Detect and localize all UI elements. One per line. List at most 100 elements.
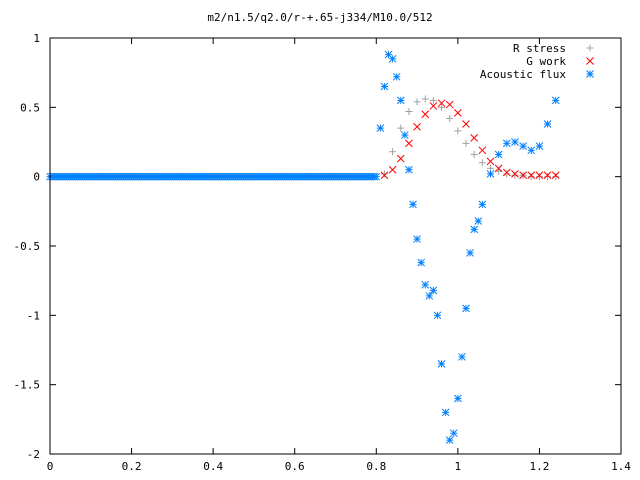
data-point (527, 173, 535, 181)
data-point (552, 173, 560, 181)
data-point (502, 139, 511, 148)
data-point (388, 165, 397, 174)
data-point (527, 146, 536, 155)
data-point (400, 131, 409, 139)
data-point (438, 103, 446, 111)
legend-marker (586, 57, 594, 65)
data-point (454, 127, 462, 135)
data-point (392, 72, 401, 81)
data-point (429, 96, 437, 104)
data-point (413, 98, 421, 106)
data-point (429, 102, 438, 110)
y-tick-label: 0 (33, 171, 40, 184)
data-point (429, 286, 438, 295)
data-point (503, 170, 511, 178)
data-point (470, 133, 479, 142)
data-point (535, 173, 543, 181)
data-point (511, 171, 519, 179)
series-1 (380, 99, 560, 180)
y-tick-label: 0.5 (20, 101, 40, 114)
data-point (421, 110, 430, 119)
data-point (551, 171, 560, 180)
data-point (462, 139, 470, 147)
data-point (372, 172, 381, 181)
legend-label: Acoustic flux (480, 68, 566, 81)
data-point (437, 99, 446, 108)
data-point (544, 173, 552, 181)
data-point (449, 429, 458, 438)
data-point (474, 217, 483, 225)
y-tick-label: -1 (27, 309, 40, 322)
data-point (437, 360, 446, 368)
data-point (494, 164, 503, 173)
data-point (519, 171, 527, 180)
data-point (409, 200, 417, 209)
data-point (445, 100, 454, 109)
data-point (441, 408, 450, 417)
data-point (425, 292, 434, 300)
x-tick-label: 0.4 (203, 460, 223, 473)
series-layer (46, 50, 560, 444)
data-point (413, 122, 421, 131)
series-2 (46, 50, 560, 444)
data-point (462, 304, 470, 313)
data-point (543, 171, 552, 180)
data-point (417, 258, 426, 267)
data-point (446, 114, 454, 122)
data-point (535, 142, 544, 151)
plot-frame (49, 37, 622, 455)
data-point (511, 138, 519, 146)
chart-title: m2/n1.5/q2.0/r-+.65-j334/M10.0/512 (207, 11, 432, 24)
x-tick-label: 1 (455, 460, 462, 473)
data-point (462, 120, 470, 128)
data-point (519, 142, 527, 151)
data-point (551, 96, 560, 105)
data-point (478, 200, 487, 209)
x-tick-label: 0 (47, 460, 54, 473)
y-tick-label: 1 (33, 32, 40, 45)
x-tick-label: 0.8 (366, 460, 386, 473)
data-point (389, 148, 397, 156)
data-point (458, 353, 466, 361)
data-point (466, 249, 474, 257)
data-point (478, 146, 487, 155)
data-point (486, 170, 495, 178)
data-point (421, 280, 430, 289)
data-point (470, 150, 478, 158)
data-point (376, 124, 385, 132)
data-point (405, 139, 413, 148)
data-point (405, 107, 413, 115)
data-point (396, 96, 405, 105)
series-0 (380, 95, 560, 181)
data-point (445, 436, 454, 444)
data-point (397, 124, 405, 132)
x-tick-label: 0.2 (122, 460, 142, 473)
data-point (470, 225, 479, 234)
legend-label: G work (526, 55, 566, 68)
data-point (502, 168, 511, 177)
data-point (527, 171, 536, 180)
data-point (543, 120, 552, 128)
axis-ticks: 0 0.2 0.4 0.6 0.8 1 1.2 1.4 1 0.5 0 -0.5 -1 -1.5 -2 (14, 32, 632, 473)
x-tick-label: 1.4 (611, 460, 631, 473)
data-point (433, 311, 442, 320)
data-point (421, 95, 429, 103)
data-point (535, 171, 544, 180)
data-point (486, 157, 495, 166)
data-point (405, 165, 413, 174)
data-point (478, 159, 486, 167)
x-tick-label: 0.6 (285, 460, 305, 473)
y-tick-label: -0.5 (14, 240, 41, 253)
legend-marker (586, 44, 594, 52)
data-point (396, 154, 405, 163)
y-tick-label: -2 (27, 448, 40, 461)
data-point (454, 109, 462, 117)
data-point (494, 150, 503, 159)
x-tick-label: 1.2 (529, 460, 549, 473)
legend-label: R stress (513, 42, 566, 55)
data-point (380, 82, 389, 91)
data-point (413, 235, 421, 243)
